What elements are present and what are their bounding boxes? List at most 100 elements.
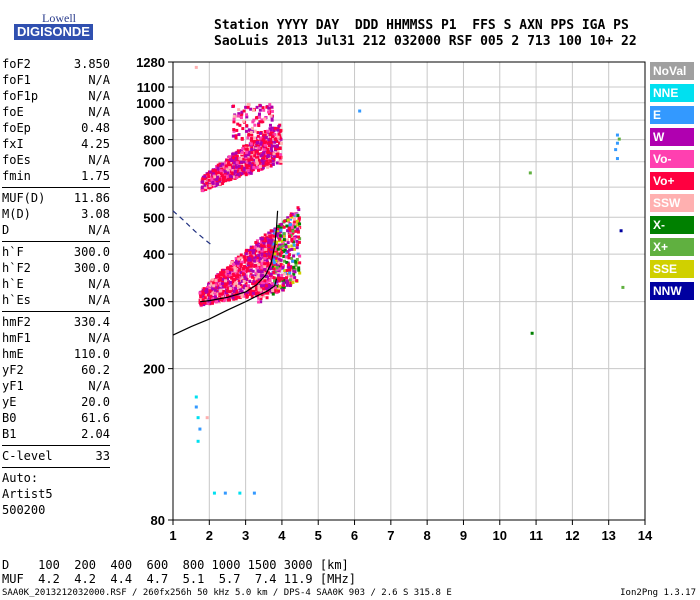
param-label: M(D)	[2, 207, 31, 221]
x-tick-label: 8	[424, 528, 431, 543]
echo-point	[262, 284, 266, 288]
echo-point	[282, 283, 286, 287]
echo-point	[293, 212, 297, 216]
echo-point	[292, 247, 296, 251]
x-tick-label: 11	[529, 528, 543, 543]
y-tick-label: 700	[143, 155, 165, 170]
echo-point	[218, 162, 222, 166]
param-label: h`F	[2, 245, 24, 259]
echo-point	[206, 297, 210, 301]
echo-point	[233, 269, 237, 273]
echo-point	[236, 269, 240, 273]
virtual-height-trace	[200, 210, 279, 303]
echo-point	[276, 135, 280, 139]
echo-point	[278, 245, 282, 249]
scatter-point	[205, 416, 209, 420]
echo-point	[235, 154, 239, 158]
echo-point	[250, 255, 254, 259]
param-value: 3.08	[81, 207, 110, 221]
echo-point	[257, 152, 261, 156]
echo-point	[218, 282, 222, 286]
x-tick-label: 14	[638, 528, 653, 543]
echo-point	[252, 256, 256, 260]
echo-point	[215, 285, 219, 289]
echo-point	[288, 271, 292, 275]
echo-point	[222, 298, 226, 302]
echo-point	[207, 288, 211, 292]
echo-point	[269, 250, 273, 254]
param-value: 300.0	[73, 261, 110, 275]
echo-point	[272, 153, 276, 157]
echo-point	[228, 273, 232, 277]
echo-point	[236, 149, 240, 153]
echo-point	[236, 173, 240, 177]
echo-point	[281, 266, 285, 270]
echo-point	[241, 260, 245, 264]
echo-point	[247, 256, 251, 260]
echo-point	[257, 247, 261, 251]
echo-point	[272, 267, 276, 271]
echo-point	[266, 133, 270, 137]
echo-point	[233, 271, 237, 275]
echo-point	[288, 268, 292, 272]
echo-point	[234, 275, 238, 279]
echo-point	[250, 137, 254, 141]
echo-point	[286, 281, 290, 285]
echo-point	[268, 279, 272, 283]
echo-point	[221, 179, 225, 183]
echo-point	[269, 257, 273, 261]
echo-point	[276, 273, 280, 277]
echo-point	[263, 265, 267, 269]
echo-point	[233, 156, 237, 160]
echo-point	[263, 262, 267, 266]
echo-point	[226, 298, 230, 302]
logo-line1: Lowell	[42, 11, 76, 25]
echo-point	[270, 118, 274, 122]
echo-point	[281, 249, 285, 253]
echo-point	[295, 279, 299, 283]
echo-point	[260, 270, 264, 274]
echo-point	[239, 116, 243, 120]
echo-point	[208, 170, 212, 174]
echo-point	[260, 252, 264, 256]
echo-point	[271, 229, 275, 233]
echo-point	[254, 150, 258, 154]
echo-point	[203, 177, 207, 181]
echo-point	[232, 278, 236, 282]
header-line1: Station YYYY DAY DDD HHMMSS P1 FFS S AXN…	[214, 18, 629, 33]
echo-point	[257, 168, 261, 172]
echo-point	[277, 224, 281, 228]
echo-point	[249, 273, 253, 277]
echo-point	[257, 146, 261, 150]
echo-point	[279, 234, 283, 238]
param-row: C-level 33	[2, 448, 110, 464]
echo-point	[259, 291, 263, 295]
echo-point	[270, 247, 274, 251]
echo-point	[257, 124, 261, 128]
echo-point	[255, 105, 259, 109]
echo-point	[236, 122, 240, 126]
echo-point	[274, 259, 278, 263]
echo-point	[272, 256, 276, 260]
echo-point	[246, 102, 250, 106]
echo-point	[272, 276, 276, 280]
echo-point	[258, 251, 262, 255]
echo-point	[244, 156, 248, 160]
echo-point	[267, 110, 271, 114]
echo-point	[233, 176, 237, 180]
echo-point	[258, 120, 262, 124]
param-label: foF1p	[2, 89, 39, 103]
echo-point	[255, 287, 259, 291]
echo-point	[229, 158, 233, 162]
echo-point	[262, 244, 266, 248]
echo-point	[297, 266, 301, 270]
echo-point	[199, 295, 203, 299]
echo-point	[234, 263, 238, 267]
echo-point	[220, 282, 224, 286]
echo-point	[221, 178, 225, 182]
echo-point	[201, 177, 205, 181]
echo-point	[234, 151, 238, 155]
echo-point	[254, 255, 258, 259]
echo-point	[254, 271, 258, 275]
echo-point	[235, 128, 239, 132]
